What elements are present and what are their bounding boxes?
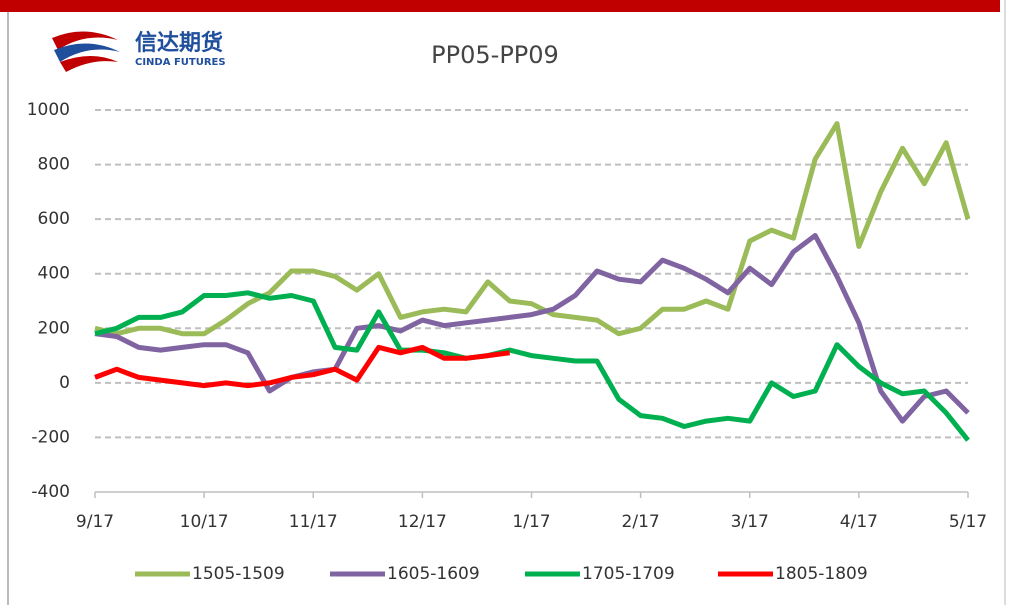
series-line [94, 233, 970, 424]
y-tick-label: 200 [38, 318, 70, 338]
x-tick-label: 2/17 [622, 512, 660, 532]
series-line [94, 121, 971, 337]
x-tick-label: 5/17 [949, 512, 987, 532]
logo-icon [52, 31, 120, 72]
chart-title: PP05-PP09 [431, 41, 559, 69]
y-tick-label: 600 [38, 209, 70, 229]
legend-label: 1605-1609 [387, 564, 480, 584]
series-line [94, 290, 970, 442]
x-tick-label: 9/17 [76, 512, 114, 532]
x-tick-label: 12/17 [398, 512, 447, 532]
logo-text: 信达期货 [135, 30, 223, 56]
y-tick-label: -200 [31, 427, 70, 447]
legend-label: 1805-1809 [775, 564, 868, 584]
x-tick-label: 3/17 [731, 512, 769, 532]
y-tick-label: 1000 [27, 100, 70, 120]
header-bar [0, 0, 1000, 12]
y-tick-label: 400 [38, 264, 70, 284]
x-tick-label: 1/17 [512, 512, 550, 532]
x-tick-label: 10/17 [180, 512, 229, 532]
logo-subtext: CINDA FUTURES [135, 57, 226, 68]
series-line [94, 344, 511, 389]
y-tick-label: 0 [59, 373, 70, 393]
x-tick-label: 11/17 [289, 512, 338, 532]
legend-label: 1705-1709 [582, 564, 675, 584]
legend-label: 1505-1509 [192, 564, 285, 584]
x-tick-label: 4/17 [840, 512, 878, 532]
y-tick-label: -400 [31, 482, 70, 502]
y-tick-label: 800 [38, 155, 70, 175]
